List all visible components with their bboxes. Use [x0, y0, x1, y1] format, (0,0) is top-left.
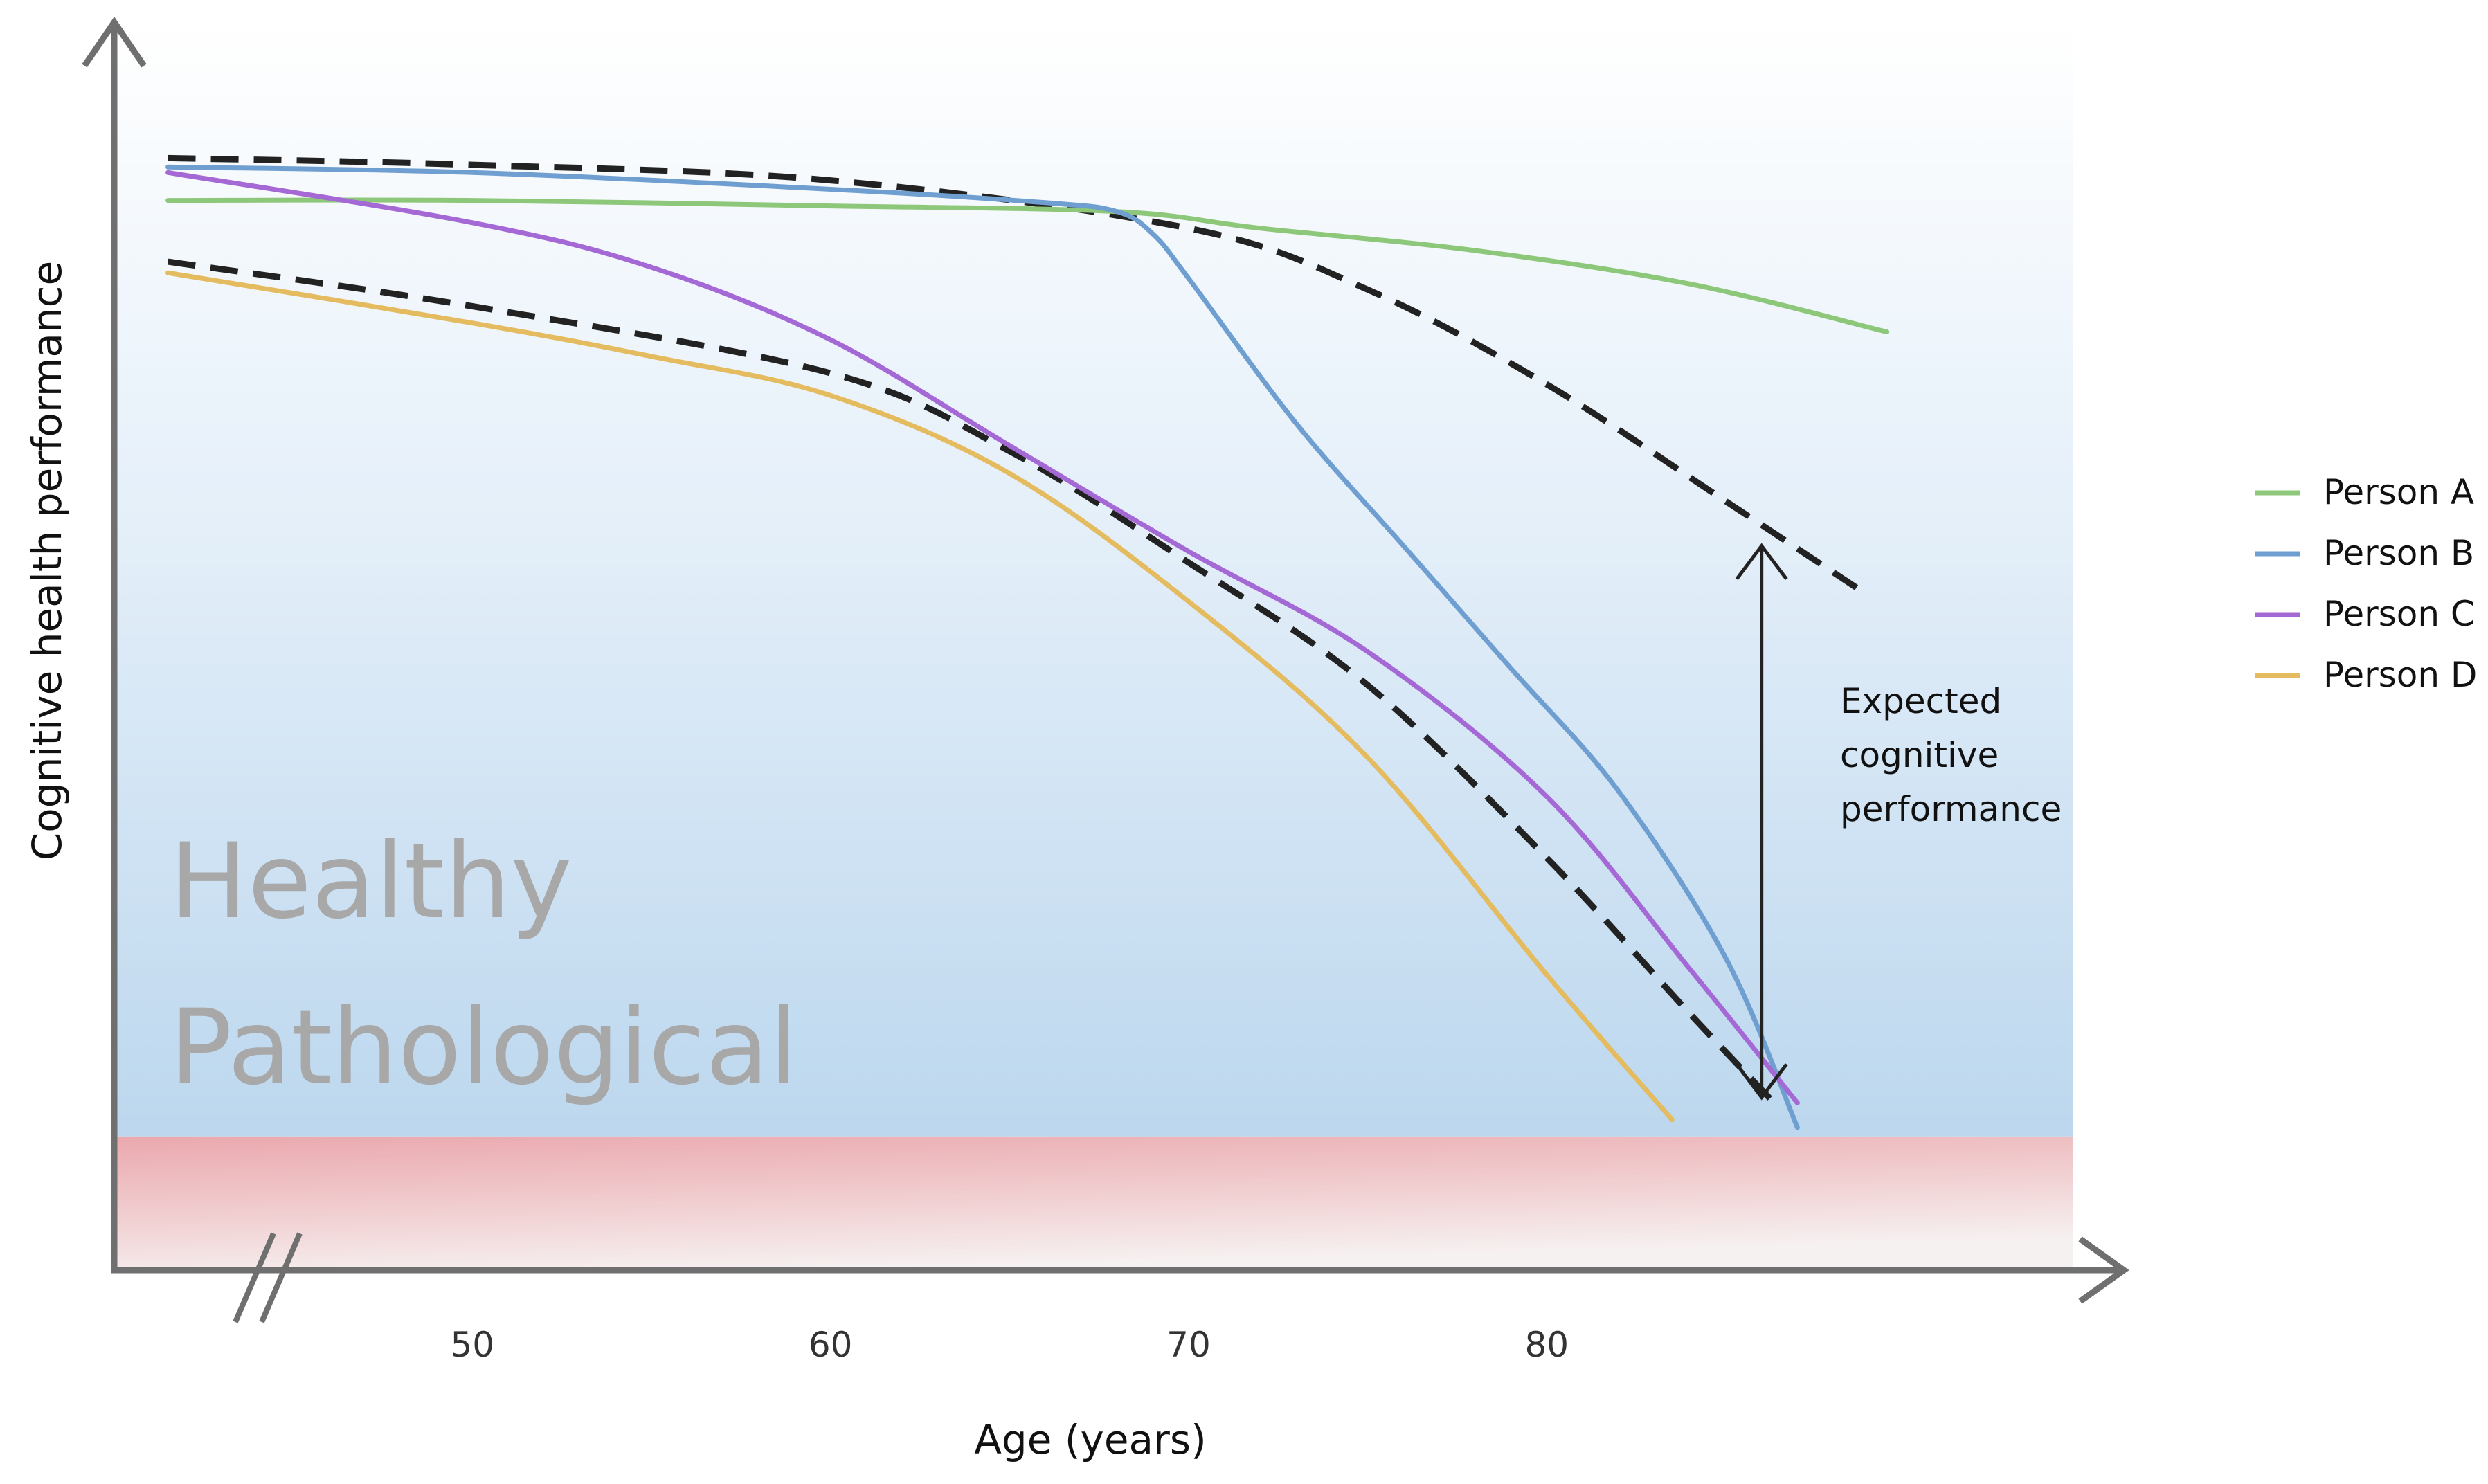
- expected-upper-line: [168, 154, 1871, 599]
- x-tick-labels: 50 60 70 80: [451, 1325, 1569, 1365]
- annotation-line-2: cognitive: [1840, 735, 1999, 775]
- legend-label-person-d: Person D: [2323, 655, 2477, 695]
- x-tick-label-50: 50: [451, 1325, 495, 1365]
- expected-lower-line: [167, 258, 1782, 1111]
- x-axis: [111, 1232, 2129, 1323]
- annotation-arrowhead-bottom: [1735, 1062, 1788, 1101]
- healthy-zone: [114, 22, 2073, 1137]
- series-person-a-line: [165, 197, 1890, 334]
- series-person-b-line: [165, 164, 1800, 1130]
- series-person-c-line: [165, 170, 1800, 1105]
- legend: Person A Person B Person C Person D: [2255, 472, 2477, 695]
- series-lines: [165, 164, 1890, 1130]
- expected-trajectories: [167, 154, 1871, 1111]
- x-axis-arrowhead: [2078, 1236, 2129, 1304]
- x-tick-label-60: 60: [809, 1325, 853, 1365]
- x-axis-title: Age (years): [974, 1416, 1206, 1463]
- annotation-line-3: performance: [1840, 789, 2062, 829]
- legend-label-person-a: Person A: [2323, 472, 2474, 512]
- pathological-zone-label: Pathological: [170, 988, 798, 1108]
- healthy-zone-label: Healthy: [170, 822, 572, 942]
- y-axis: [82, 17, 147, 1270]
- y-axis-title: Cognitive health performance: [24, 261, 71, 860]
- axis-break-mark-1: [233, 1232, 276, 1323]
- x-tick-label-80: 80: [1524, 1325, 1569, 1365]
- expected-performance-annotation: Expected cognitive performance: [1735, 543, 2062, 1101]
- series-person-d-line: [165, 270, 1675, 1123]
- legend-label-person-c: Person C: [2323, 594, 2475, 634]
- annotation-arrowhead-top: [1735, 543, 1788, 581]
- x-tick-label-70: 70: [1166, 1325, 1211, 1365]
- y-axis-arrowhead: [82, 17, 147, 68]
- pathological-zone: [114, 1136, 2073, 1270]
- axis-break-mark-2: [259, 1232, 303, 1323]
- legend-label-person-b: Person B: [2323, 533, 2474, 573]
- annotation-line-1: Expected: [1840, 681, 2001, 721]
